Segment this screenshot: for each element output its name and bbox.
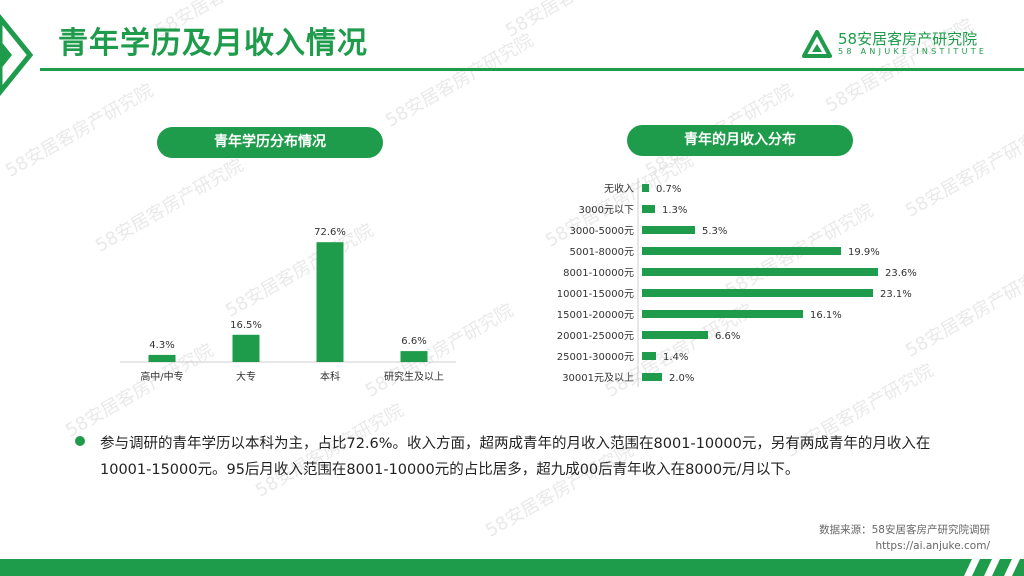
tick-label: 3000元以下 — [579, 205, 634, 216]
education-section-title: 青年学历分布情况 — [157, 127, 383, 158]
bar — [642, 352, 656, 360]
bar — [642, 247, 841, 255]
bar — [642, 226, 695, 234]
bar — [642, 268, 878, 276]
footer-bar — [0, 559, 1024, 576]
bar — [642, 289, 873, 297]
bar — [400, 351, 428, 362]
bar — [642, 310, 803, 318]
bar — [642, 331, 708, 339]
tick-label: 3000-5000元 — [569, 226, 634, 237]
tick-label: 15001-20000元 — [557, 310, 634, 321]
tick-label: 大专 — [236, 370, 256, 383]
tick-label: 高中/中专 — [140, 370, 183, 383]
data-label: 1.3% — [662, 205, 687, 216]
watermark-text: 58安居客房产研究院 — [382, 30, 538, 132]
bar — [148, 354, 176, 362]
tick-label: 30001元及以上 — [562, 372, 634, 384]
triangle-logo-icon — [802, 30, 832, 58]
data-label: 4.3% — [149, 340, 174, 351]
data-label: 5.3% — [702, 226, 727, 237]
page-title: 青年学历及月收入情况 — [58, 26, 368, 61]
tick-label: 20001-25000元 — [557, 331, 634, 342]
bar — [642, 205, 655, 213]
data-label: 16.5% — [230, 320, 262, 331]
data-label: 6.6% — [715, 331, 740, 342]
data-label: 6.6% — [401, 336, 426, 347]
tick-label: 10001-15000元 — [557, 289, 634, 300]
data-label: 0.7% — [656, 184, 681, 195]
left-chevron-decoration — [0, 14, 34, 96]
logo-subtitle: 58 ANJUKE INSTITUTE — [838, 47, 988, 56]
tick-label: 5001-8000元 — [569, 247, 634, 258]
data-label: 72.6% — [314, 227, 346, 238]
tick-label: 无收入 — [604, 182, 634, 195]
income-bar-chart: 无收入 0.7% 3000元以下 1.3% 3000-5000元 5.3% 5001-800… — [557, 178, 917, 387]
income-section-title: 青年的月收入分布 — [627, 125, 853, 156]
education-bar-chart: 4.3% 高中/中专 16.5% 大专 72.6% 本科 6.6% 研究生及以上 — [120, 227, 456, 383]
tick-label: 本科 — [320, 370, 340, 383]
tick-label: 25001-30000元 — [557, 352, 634, 363]
data-label: 1.4% — [663, 352, 688, 363]
data-label: 2.0% — [669, 373, 694, 384]
data-label: 23.6% — [885, 268, 917, 279]
bar — [642, 184, 649, 192]
footer-stripes-decoration — [964, 559, 1020, 576]
bar — [316, 242, 344, 362]
bar — [232, 334, 260, 362]
data-label: 19.9% — [848, 247, 880, 258]
source-url: https://ai.anjuke.com/ — [875, 540, 990, 552]
data-label: 23.1% — [880, 289, 912, 300]
summary-text: 参与调研的青年学历以本科为主，占比72.6%。收入方面，超两成青年的月收入范围在… — [100, 436, 931, 478]
summary-bullet — [75, 436, 85, 446]
data-source: 数据来源：58安居客房产研究院调研 — [819, 524, 990, 536]
header-divider — [40, 68, 1024, 71]
data-label: 16.1% — [810, 310, 842, 321]
bar — [642, 373, 662, 381]
logo-name: 58安居客房产研究院 — [838, 30, 978, 48]
tick-label: 8001-10000元 — [563, 268, 634, 279]
tick-label: 研究生及以上 — [384, 370, 444, 383]
